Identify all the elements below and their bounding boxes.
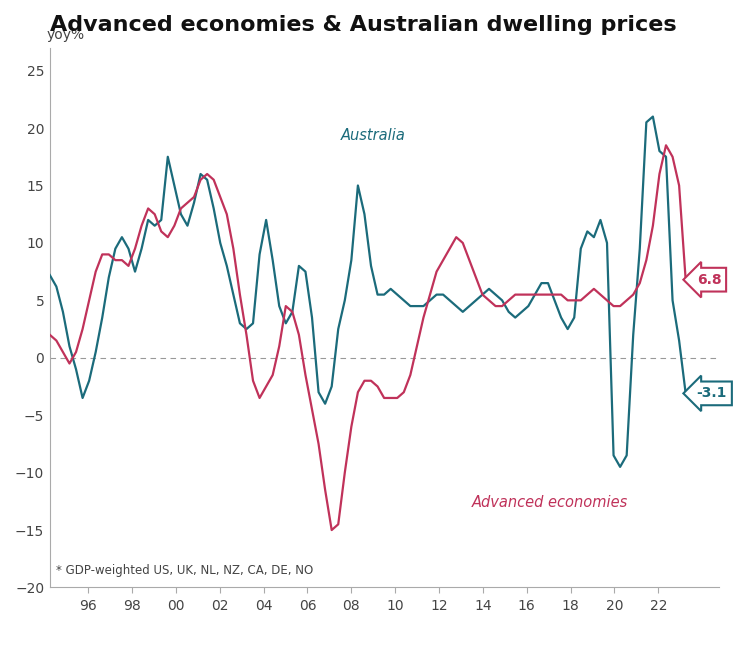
Text: -3.1: -3.1 [697, 386, 727, 400]
Text: yoy%: yoy% [46, 28, 85, 42]
Text: Advanced economies: Advanced economies [472, 495, 628, 510]
Text: Advanced economies & Australian dwelling prices: Advanced economies & Australian dwelling… [50, 15, 676, 35]
Text: * GDP-weighted US, UK, NL, NZ, CA, DE, NO: * GDP-weighted US, UK, NL, NZ, CA, DE, N… [57, 564, 314, 576]
Text: 6.8: 6.8 [697, 272, 721, 287]
Text: Australia: Australia [340, 127, 406, 142]
